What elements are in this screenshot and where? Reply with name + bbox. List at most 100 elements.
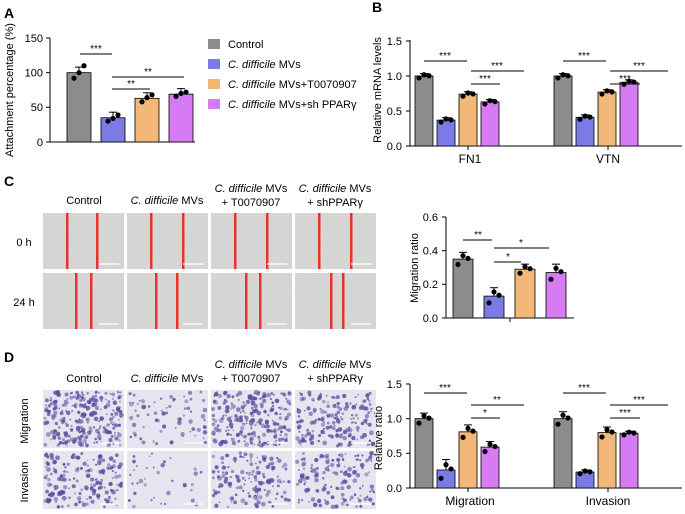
attachment-ytick-50: 50 [31, 102, 43, 114]
attachment-bar-sh-point [173, 93, 179, 99]
d-col-control: Control [66, 373, 101, 385]
scratch-image-0h-mvs [127, 213, 208, 269]
migration-ratio-bar-control-point [465, 255, 471, 262]
transwell-image-migration-sh [295, 390, 376, 448]
sig-b-5: *** [633, 61, 645, 72]
rr-ylabel: Relative ratio [373, 406, 385, 470]
sig-b-1: *** [439, 51, 451, 62]
d-row-migration: Migration [19, 398, 31, 443]
mr-sig: ** * * [463, 230, 549, 263]
rr-bar-migration-sh-rect [480, 446, 500, 489]
rr-ytick-15: 1.5 [387, 379, 402, 391]
migration-ratio-bar-t007-rect [514, 268, 536, 319]
scratch-edge-line [318, 213, 321, 269]
scratch-edge-line [245, 273, 248, 329]
migration-ratio-bar-mvs-point [491, 289, 497, 295]
attachment-bar-control-point [81, 63, 87, 69]
migration-ratio-ylabel: Migration ratio [409, 233, 421, 303]
transwell-image-migration-mvs [127, 390, 208, 448]
c-row-0h: 0 h [16, 237, 31, 249]
rr-group-migration: Migration [445, 494, 494, 508]
attachment-bar-control-point [71, 75, 77, 81]
mrna-bar-fn1-control-point [416, 75, 422, 81]
scratch-image-24h-mvs [127, 273, 208, 329]
scratch-edge-line [350, 213, 353, 269]
rr-ytick-1: 1.0 [387, 414, 402, 426]
scratch-edge-line [266, 213, 269, 269]
mrna-bar-fn1-mvs-point [443, 116, 449, 122]
migration-ratio-bar-control [452, 251, 474, 319]
sig-b-6: *** [619, 74, 631, 85]
mrna-bar-fn1-mvs-point [448, 117, 454, 123]
mrna-bar-vtn-mvs [575, 113, 595, 147]
mrna-group-fn1: FN1 [459, 152, 482, 166]
mrna-ytick-1: 1.0 [387, 71, 402, 83]
mrna-bar-vtn-sh-point [626, 78, 632, 84]
attachment-bar-mvs-point [110, 115, 116, 122]
mrna-bar-vtn-sh [619, 78, 639, 147]
attachment-bar-t007-point [139, 99, 145, 105]
migration-ratio-bar-control-point [460, 253, 466, 259]
rr-bar-invasion-control-point [555, 421, 561, 427]
c-col-sh: C. difficile MVs [299, 183, 372, 195]
scratch-edge-line [259, 273, 262, 329]
mrna-bar-vtn-control-rect [553, 75, 573, 147]
rr-bar-invasion-t007-point [599, 434, 605, 440]
attachment-bar-t007-rect [134, 97, 160, 143]
attachment-bar-mvs [100, 111, 126, 143]
attachment-chart: Attachment percentage (%) 0 50 100 150 *… [4, 23, 195, 157]
mrna-bar-vtn-sh-point [631, 79, 637, 85]
mrna-bar-vtn-mvs-rect [575, 116, 595, 147]
migration-ratio-chart: Migration ratio 0.0 0.2 0.4 0.6 ** * * [409, 212, 574, 325]
rr-bar-migration-control-point [416, 420, 422, 426]
transwell-assay: Control C. difficile MVs C. difficile MV… [19, 359, 376, 509]
transwell-image-invasion-control [43, 451, 124, 509]
rr-bar-invasion-control-rect [553, 418, 573, 489]
attachment-ylabel: Attachment percentage (%) [4, 23, 16, 157]
transwell-image-invasion-t007 [211, 451, 292, 509]
rr-bar-invasion-sh [619, 429, 639, 489]
mrna-bar-vtn-mvs-point [587, 114, 593, 120]
scratch-image-0h-t007 [211, 213, 292, 269]
sig-a-1: *** [90, 44, 102, 55]
migration-ratio-bar-t007-point [527, 266, 533, 272]
mrna-bar-vtn-control-point [565, 73, 571, 79]
rr-group-invasion: Invasion [586, 494, 631, 508]
scratch-image-24h-sh [295, 273, 376, 329]
migration-ratio-bar-sh-point [558, 269, 564, 275]
mrna-bar-vtn-sh-rect [619, 81, 639, 147]
legend-swatch-mvs [208, 59, 220, 69]
rr-bar-migration-control-point [421, 413, 427, 419]
rr-bar-invasion-t007-point [609, 429, 615, 435]
attachment-ytick-0: 0 [37, 137, 43, 149]
mrna-bar-fn1-sh-point [487, 98, 493, 104]
rr-bar-migration-mvs-point [448, 466, 454, 472]
rr-bar-migration-mvs-point [438, 475, 444, 481]
migration-ratio-bar-sh [545, 263, 567, 319]
mrna-bar-fn1-t007-point [470, 91, 476, 97]
mrna-sig: *** *** *** *** *** *** [424, 51, 668, 85]
rr-bar-migration-sh-point [482, 448, 488, 455]
mrna-bar-fn1-t007-rect [458, 93, 478, 147]
attachment-bar-sh-point [183, 89, 189, 95]
mrna-bar-vtn-t007-point [599, 91, 605, 97]
panel-letter-a: A [4, 5, 14, 21]
mrna-bar-fn1-sh-rect [480, 101, 500, 147]
mrna-bar-vtn-control-point [560, 72, 566, 78]
sig-b-4: *** [578, 51, 590, 62]
sig-c-3: * [506, 252, 510, 263]
scratch-edge-line [75, 273, 78, 329]
rr-bar-migration-mvs-point [443, 462, 449, 468]
sig-d-2: * [483, 408, 487, 419]
mrna-bar-vtn-t007-point [609, 89, 615, 95]
rr-bar-migration-t007-point [470, 428, 476, 434]
rr-bar-migration-control-rect [414, 418, 434, 489]
attachment-bar-control-point [76, 70, 82, 76]
d-row-invasion: Invasion [19, 462, 31, 503]
transwell-image-invasion-sh [295, 451, 376, 509]
scratch-edge-line [96, 213, 99, 269]
rr-bar-migration-t007-point [460, 434, 466, 440]
attachment-bar-control [66, 63, 92, 143]
scratch-edge-line [66, 213, 69, 269]
mrna-bar-fn1-t007-point [460, 93, 466, 99]
